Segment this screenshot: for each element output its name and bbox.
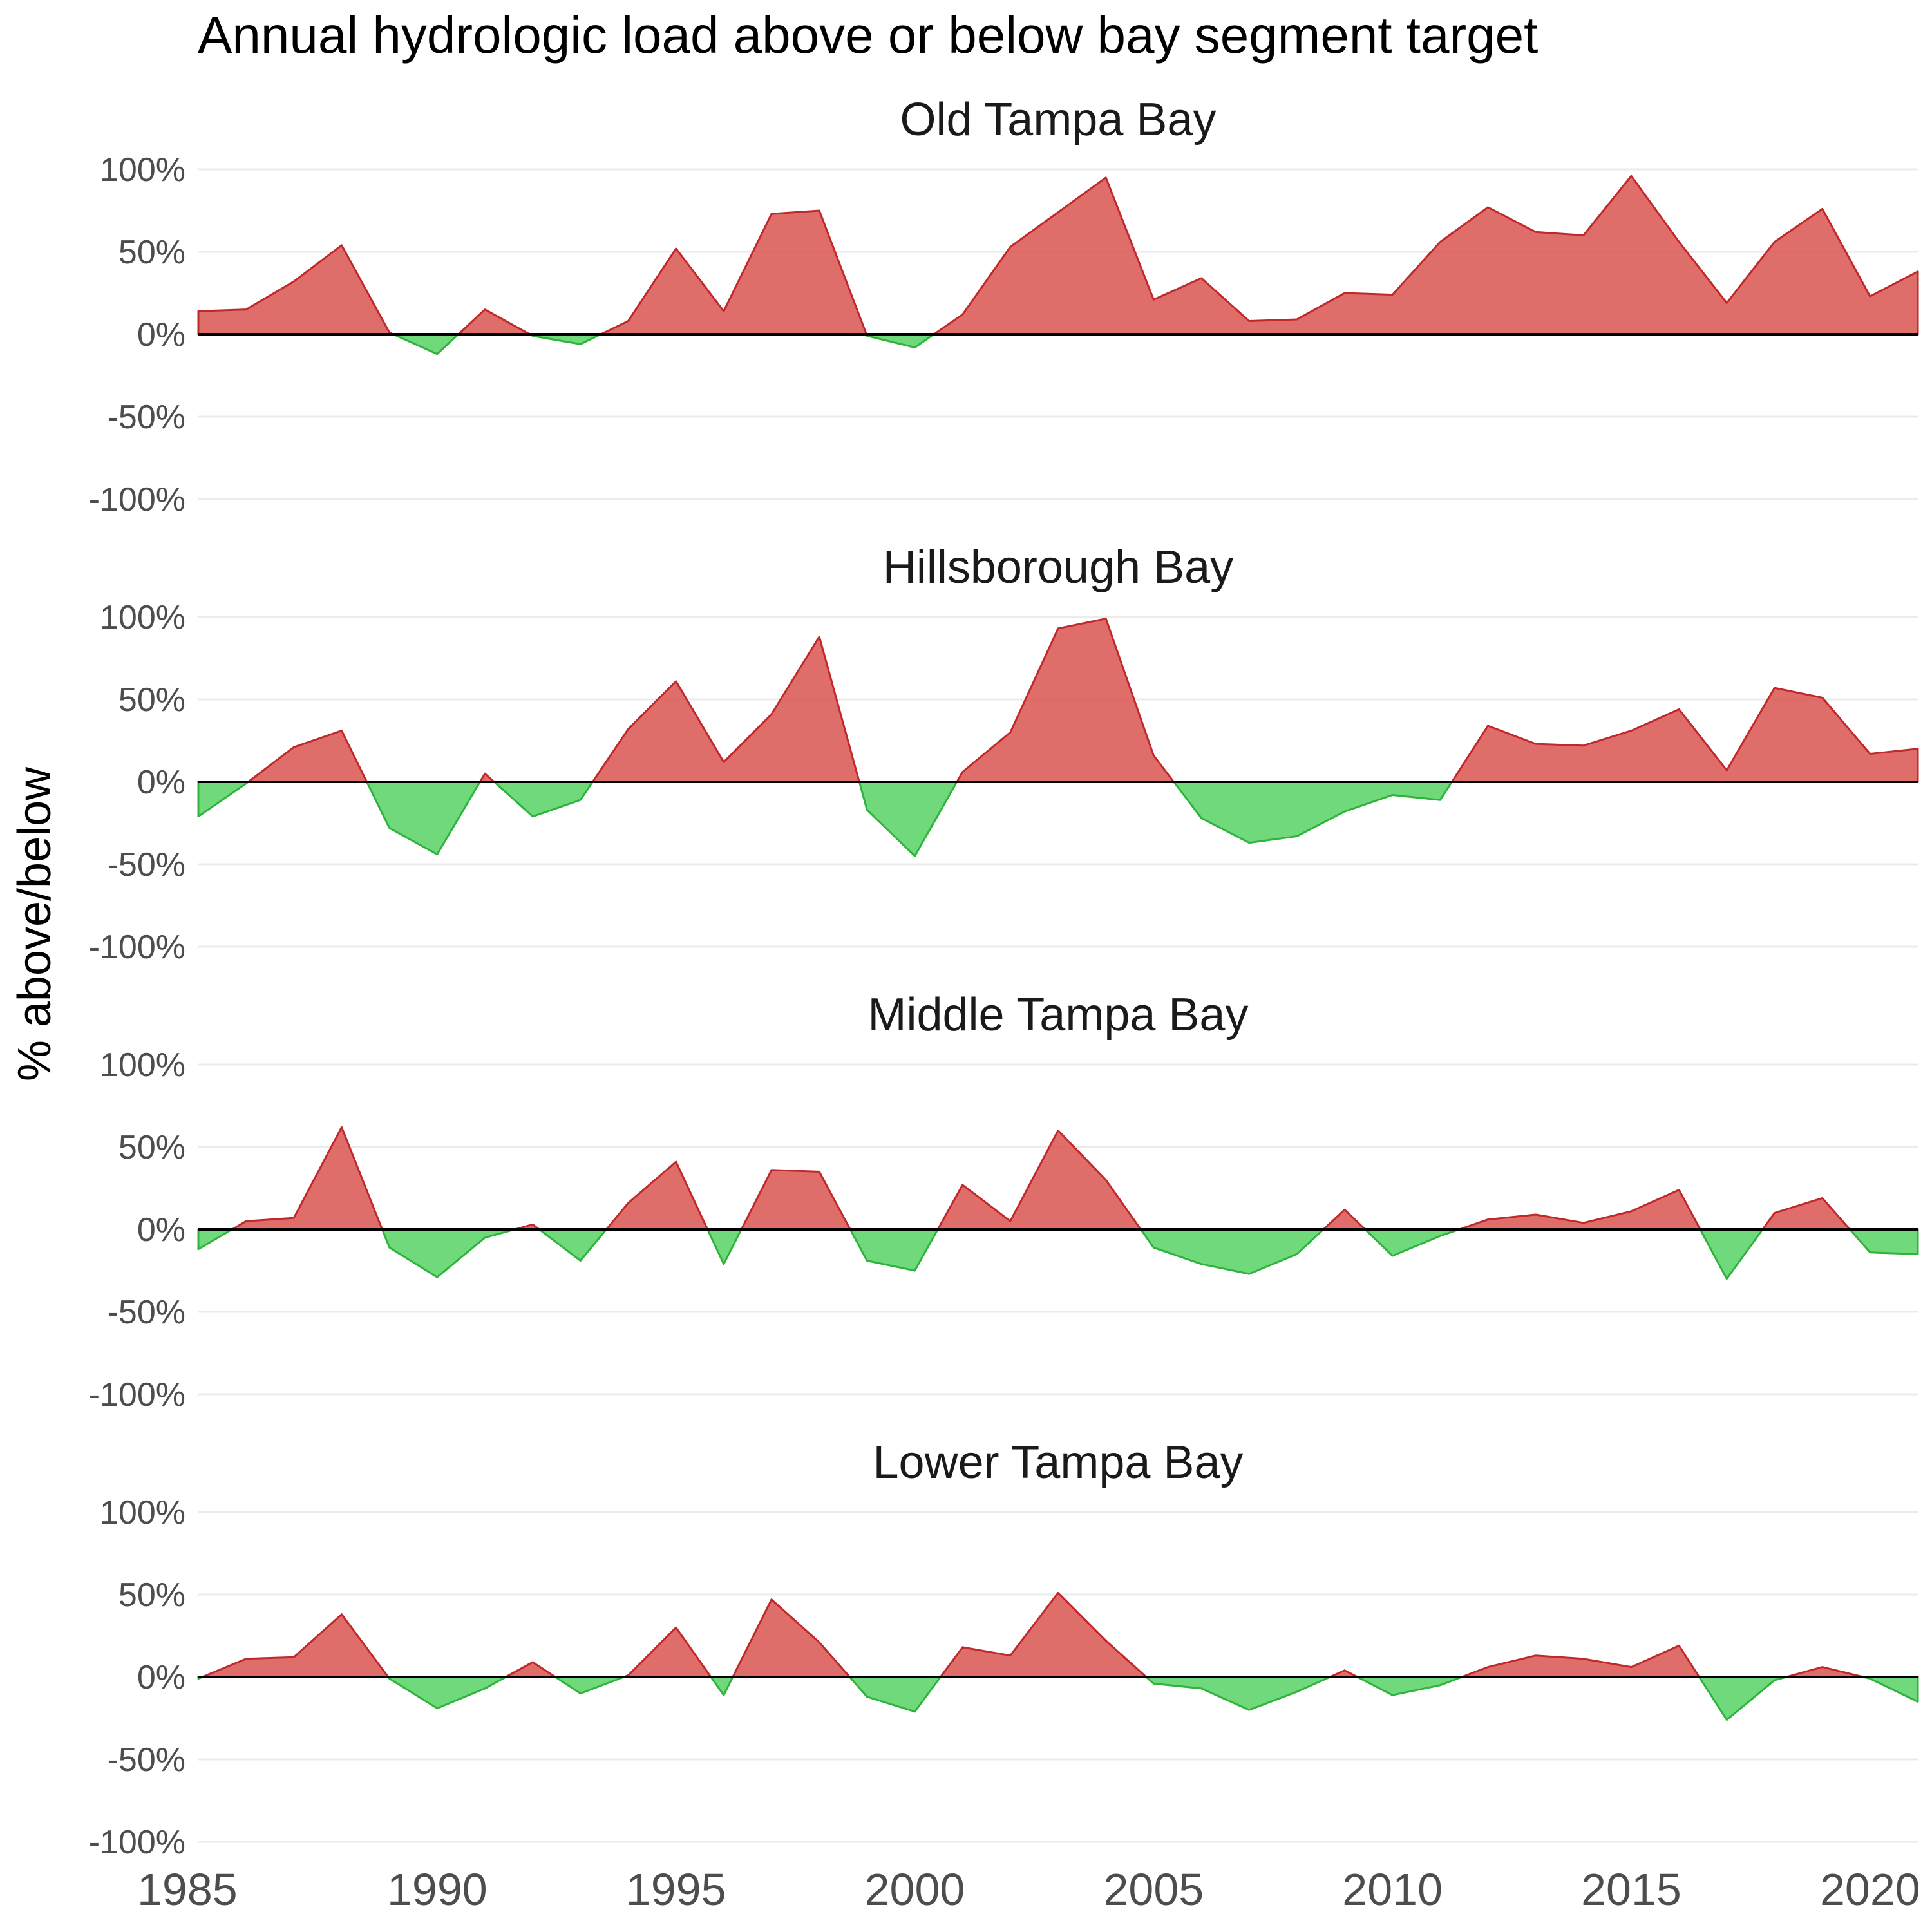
panel-old-tampa-bay: Old Tampa Bay 100% 50% 0% -50% -100% [89,94,1919,518]
y-axis-label: % above/below [9,766,61,1081]
above-target-area [197,175,1919,336]
y-tick-label: -50% [108,1294,185,1331]
x-tick-label: 2020 [1820,1864,1920,1915]
y-tick-label: 50% [118,234,185,271]
panel-hillsborough-bay: Hillsborough Bay 100% 50% 0% -50% -100% [89,542,1919,966]
y-tick-label: 100% [100,151,185,189]
y-tick-label: 100% [100,599,185,636]
x-tick-label: 1985 [137,1864,238,1915]
above-target-area [197,1126,1919,1231]
y-tick-label: 50% [118,681,185,719]
below-target-area [197,781,1919,857]
facet-title: Lower Tampa Bay [873,1437,1244,1488]
x-tick-label: 2010 [1342,1864,1443,1915]
y-tick-label: -100% [89,1824,185,1861]
facet-title: Middle Tampa Bay [868,989,1249,1041]
below-target-area [197,1676,1919,1721]
y-tick-label: -50% [108,1741,185,1779]
x-tick-label: 2000 [865,1864,965,1915]
panels: Old Tampa Bay100%50%0%-50%-100%Hillsboro… [89,94,1919,1861]
y-tick-label: 50% [118,1577,185,1614]
panel-middle-tampa-bay: Middle Tampa Bay 100% 50% 0% -50% -100% [89,989,1919,1414]
y-tick-label: 50% [118,1129,185,1166]
y-tick-label: 0% [137,764,185,801]
x-axis: 1985 1990 1995 2000 2005 2010 2015 2020 [137,1864,1920,1915]
panel-lower-tampa-bay: Lower Tampa Bay 100% 50% 0% -50% -100% [89,1437,1919,1861]
y-tick-label: 0% [137,316,185,354]
y-tick-label: 100% [100,1494,185,1531]
x-tick-label: 1990 [387,1864,488,1915]
y-tick-label: -100% [89,1376,185,1414]
below-target-area [197,1228,1919,1280]
above-target-area [197,1591,1919,1678]
y-tick-label: 100% [100,1046,185,1084]
y-tick-label: 0% [137,1211,185,1249]
y-tick-label: 0% [137,1659,185,1696]
x-tick-label: 2005 [1103,1864,1204,1915]
x-tick-label: 2015 [1581,1864,1681,1915]
below-target-area [197,333,1919,355]
y-tick-label: -50% [108,846,185,884]
y-tick-label: -100% [89,929,185,966]
y-tick-label: -100% [89,481,185,518]
y-tick-label: -50% [108,399,185,436]
x-tick-label: 1995 [626,1864,726,1915]
facet-title: Hillsborough Bay [883,542,1233,593]
chart-title: Annual hydrologic load above or below ba… [198,6,1538,64]
facet-title: Old Tampa Bay [900,94,1217,146]
